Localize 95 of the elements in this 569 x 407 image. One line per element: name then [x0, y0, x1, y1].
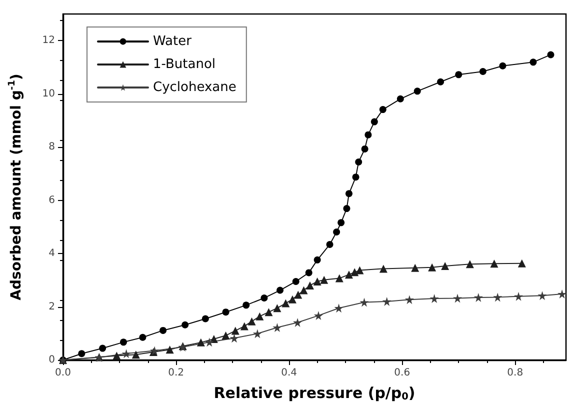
- y-tick-label: 4: [48, 248, 55, 260]
- point: [282, 299, 290, 308]
- point: [231, 326, 240, 335]
- point: [292, 278, 300, 285]
- point: [182, 321, 189, 328]
- point: [379, 106, 386, 114]
- point: [355, 158, 362, 166]
- x-tick-label: 0.2: [168, 368, 184, 378]
- point: [326, 240, 334, 248]
- point: [344, 270, 353, 279]
- point: [202, 315, 209, 322]
- point: [356, 266, 364, 274]
- point: [338, 219, 345, 226]
- point: [437, 78, 444, 86]
- point: [112, 352, 121, 360]
- point: [360, 298, 369, 307]
- point: [272, 323, 282, 332]
- point: [300, 286, 308, 294]
- point: [132, 350, 140, 359]
- x-tick-label: 0.8: [507, 368, 524, 378]
- point: [490, 260, 498, 268]
- legend-label: Cyclohexane: [153, 80, 236, 95]
- y-tick-label: 12: [42, 35, 55, 46]
- point: [160, 326, 167, 334]
- point: [320, 276, 328, 284]
- point: [313, 277, 322, 286]
- point: [273, 304, 282, 312]
- point: [242, 302, 250, 309]
- point: [514, 292, 524, 301]
- point: [294, 290, 302, 299]
- point: [441, 262, 450, 270]
- point: [414, 88, 421, 95]
- point: [382, 296, 392, 306]
- point: [196, 338, 205, 346]
- point: [466, 260, 474, 268]
- point: [252, 329, 262, 338]
- point: [166, 346, 174, 354]
- point: [78, 350, 86, 358]
- point: [479, 68, 486, 75]
- point: [411, 264, 420, 272]
- point: [335, 274, 344, 282]
- point: [306, 281, 314, 290]
- x-tick-label: 0.0: [55, 368, 71, 378]
- point: [530, 58, 537, 66]
- x-tick-label: 0.6: [394, 368, 410, 378]
- point: [314, 311, 323, 320]
- point: [474, 292, 483, 302]
- point: [352, 174, 360, 181]
- point: [430, 294, 439, 304]
- point: [558, 289, 567, 298]
- point: [204, 338, 214, 347]
- legend-label: 1-Butanol: [153, 57, 216, 72]
- point: [334, 304, 344, 313]
- point: [264, 308, 273, 316]
- y-tick-label: 6: [48, 194, 55, 206]
- point: [305, 269, 312, 276]
- point: [379, 264, 388, 273]
- point: [120, 338, 127, 346]
- point: [333, 228, 340, 236]
- point: [343, 205, 350, 212]
- point: [493, 292, 502, 302]
- point: [293, 318, 302, 327]
- point: [240, 322, 248, 330]
- point: [260, 294, 268, 302]
- point: [452, 294, 462, 303]
- point: [314, 256, 321, 264]
- point: [139, 334, 146, 341]
- point: [428, 263, 436, 272]
- point: [455, 71, 462, 78]
- legend-label: Water: [153, 34, 192, 49]
- point: [538, 291, 547, 300]
- point: [222, 332, 230, 340]
- y-tick-label: 2: [48, 301, 55, 312]
- point: [547, 51, 554, 58]
- point: [222, 308, 230, 316]
- point: [361, 145, 368, 152]
- point: [499, 62, 506, 70]
- x-tick-label: 0.4: [281, 368, 298, 378]
- point: [288, 295, 296, 304]
- point: [518, 259, 526, 268]
- point: [256, 312, 264, 320]
- point: [99, 344, 106, 352]
- point: [345, 190, 352, 198]
- point: [248, 317, 256, 326]
- point: [276, 286, 284, 294]
- point: [122, 349, 131, 358]
- y-tick-label: 8: [48, 142, 55, 153]
- point: [364, 131, 372, 138]
- point: [370, 118, 378, 126]
- point: [396, 95, 404, 102]
- point: [404, 295, 414, 304]
- y-tick-label: 0: [48, 354, 55, 366]
- y-tick-label: 10: [42, 88, 55, 100]
- point: [230, 334, 239, 343]
- y-axis-title: Adsorbed amount (mmol g-1): [8, 74, 24, 300]
